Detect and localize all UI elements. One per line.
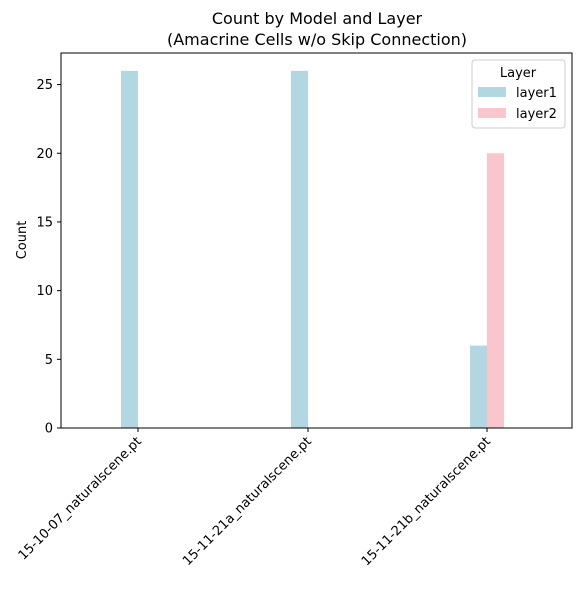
chart-title-line1: Count by Model and Layer — [212, 9, 423, 28]
x-tick-label-3: 15-11-21b_naturalscene.pt — [359, 434, 494, 569]
legend-swatch-layer2 — [478, 108, 506, 118]
plot-area: 0 5 10 15 20 25 15-10-07_naturalscene.pt 15-11-… — [16, 52, 573, 569]
bar-layer1-3 — [470, 345, 487, 428]
y-tick-label-10: 10 — [36, 284, 53, 299]
legend-label-layer1: layer1 — [516, 86, 557, 101]
bar-layer1-1 — [121, 70, 138, 428]
x-tick-label-2: 15-11-21a_naturalscene.pt — [180, 434, 315, 569]
y-tick-label-25: 25 — [36, 78, 53, 93]
legend: Layer layer1 layer2 — [471, 59, 566, 129]
legend-title: Layer — [500, 66, 537, 81]
y-tick-label-0: 0 — [45, 422, 53, 437]
legend-swatch-layer1 — [478, 87, 506, 97]
bar-layer1-2 — [291, 70, 308, 428]
bar-layer2-3 — [487, 153, 504, 428]
axes-frame — [60, 52, 573, 429]
y-tick-label-15: 15 — [36, 215, 53, 230]
x-tick-label-1: 15-10-07_naturalscene.pt — [16, 434, 145, 563]
chart-title-line2: (Amacrine Cells w/o Skip Connection) — [167, 30, 467, 49]
y-tick-label-20: 20 — [36, 147, 53, 162]
y-tick-label-5: 5 — [45, 353, 53, 368]
y-axis-label: Count — [15, 221, 30, 260]
legend-label-layer2: layer2 — [516, 107, 557, 122]
